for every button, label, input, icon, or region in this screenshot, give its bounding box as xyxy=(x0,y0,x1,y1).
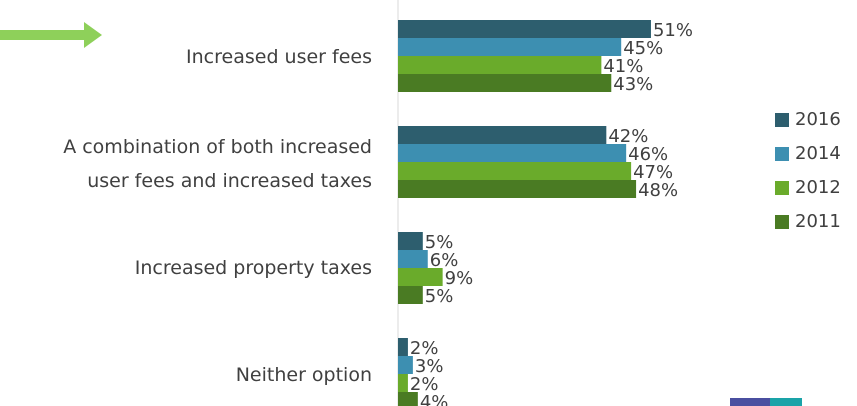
logo xyxy=(770,398,802,406)
legend-swatch xyxy=(775,113,789,127)
value-label: 2% xyxy=(410,374,439,395)
value-label: 48% xyxy=(638,180,678,201)
value-label: 5% xyxy=(425,232,454,253)
value-label: 46% xyxy=(628,144,668,165)
bar xyxy=(398,144,627,162)
value-label: 6% xyxy=(430,250,459,271)
legend-label: 2014 xyxy=(795,143,841,164)
value-label: 2% xyxy=(410,338,439,359)
category-label: Increased property taxes xyxy=(134,257,372,279)
value-label: 45% xyxy=(623,38,663,59)
legend-label: 2016 xyxy=(795,109,841,130)
bar xyxy=(398,392,418,406)
legend-swatch xyxy=(775,215,789,229)
value-label: 42% xyxy=(608,126,648,147)
value-label: 43% xyxy=(613,74,653,95)
value-label: 3% xyxy=(415,356,444,377)
bar xyxy=(398,286,423,304)
bar xyxy=(398,74,612,92)
value-label: 9% xyxy=(445,268,474,289)
bar xyxy=(398,338,408,356)
logo xyxy=(730,398,770,406)
legend-label: 2012 xyxy=(795,177,841,198)
bar xyxy=(398,162,632,180)
bar xyxy=(398,20,651,38)
bar xyxy=(398,250,428,268)
value-label: 41% xyxy=(603,56,643,77)
value-label: 51% xyxy=(653,20,693,41)
value-label: 5% xyxy=(425,286,454,307)
legend-label: 2011 xyxy=(795,211,841,232)
bar xyxy=(398,126,607,144)
bar xyxy=(398,356,413,374)
bar xyxy=(398,38,622,56)
category-label: Increased user fees xyxy=(186,46,372,68)
bar xyxy=(398,56,602,74)
value-label: 47% xyxy=(633,162,673,183)
category-label: Neither option xyxy=(235,364,372,386)
value-label: 4% xyxy=(420,392,449,406)
arrow xyxy=(0,22,102,48)
legend-swatch xyxy=(775,181,789,195)
bar xyxy=(398,374,408,392)
bar xyxy=(398,180,637,198)
bar xyxy=(398,268,443,286)
legend-swatch xyxy=(775,147,789,161)
category-label: A combination of both increased user fee… xyxy=(63,136,372,192)
bar xyxy=(398,232,423,250)
